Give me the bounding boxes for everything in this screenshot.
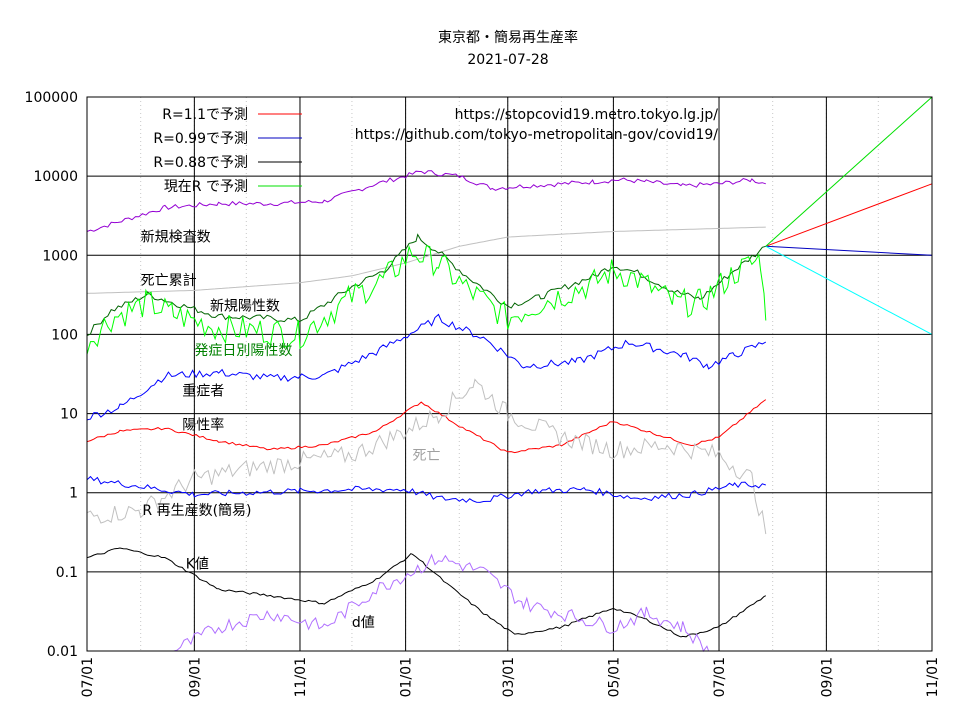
series-line bbox=[86, 226, 766, 294]
x-tick-label: 03/01 bbox=[501, 657, 517, 697]
series-line bbox=[86, 245, 767, 355]
series-line bbox=[765, 245, 933, 256]
series-line bbox=[86, 233, 766, 337]
x-tick-label: 09/01 bbox=[819, 657, 835, 697]
legend-label: R=0.88で予測 bbox=[153, 155, 248, 171]
series-line bbox=[173, 553, 710, 653]
series-line bbox=[86, 378, 767, 535]
x-tick-label: 05/01 bbox=[606, 657, 622, 697]
chart-subtitle: 2021-07-28 bbox=[467, 52, 548, 68]
x-tick-label: 11/01 bbox=[925, 657, 941, 697]
series-line bbox=[86, 170, 766, 232]
series-label: 発症日別陽性数 bbox=[194, 343, 292, 359]
source-url-1: https://stopcovid19.metro.tokyo.lg.jp/ bbox=[455, 107, 719, 123]
x-tick-label: 01/01 bbox=[399, 657, 415, 697]
series-label: d値 bbox=[352, 615, 375, 631]
series-line bbox=[86, 399, 767, 454]
series-line bbox=[86, 475, 766, 503]
x-axis-ticks: 07/01 09/01 11/01 01/01 03/01 05/01 07/01 09/01… bbox=[80, 657, 941, 697]
series-label: R 再生産数(簡易) bbox=[142, 503, 251, 519]
legend-label: R=0.99で予測 bbox=[153, 131, 248, 147]
y-tick-label: 1 bbox=[69, 486, 78, 502]
legend-label: 現在R で予測 bbox=[164, 179, 248, 195]
series-line bbox=[765, 96, 933, 247]
series-line bbox=[765, 183, 933, 247]
series-label: 死亡累計 bbox=[141, 273, 197, 289]
series-label: 重症者 bbox=[182, 383, 224, 399]
x-tick-label: 09/01 bbox=[187, 657, 203, 697]
y-tick-label: 100000 bbox=[25, 90, 78, 106]
y-axis-ticks: 0.01 0.1 1 10 100 1000 10000 100000 bbox=[25, 90, 78, 660]
series-label: K値 bbox=[186, 557, 209, 573]
y-tick-label: 0.1 bbox=[56, 565, 78, 581]
x-tick-label: 11/01 bbox=[293, 657, 309, 697]
series-group bbox=[86, 96, 933, 653]
legend-label: R=1.1で予測 bbox=[162, 107, 248, 123]
series-label: 陽性率 bbox=[182, 416, 224, 433]
series-line bbox=[86, 313, 767, 421]
y-tick-label: 100 bbox=[51, 327, 78, 343]
series-label: 新規陽性数 bbox=[210, 299, 280, 315]
y-tick-label: 1000 bbox=[42, 248, 78, 264]
y-tick-label: 10 bbox=[60, 407, 78, 423]
x-tick-label: 07/01 bbox=[712, 657, 728, 697]
plot-frame bbox=[86, 96, 933, 652]
y-tick-label: 0.01 bbox=[47, 644, 78, 660]
series-label: 死亡 bbox=[413, 448, 441, 464]
chart-title: 東京都・簡易再生産率 bbox=[438, 29, 578, 46]
series-label: 新規検査数 bbox=[141, 229, 211, 245]
series-line bbox=[86, 547, 767, 638]
y-tick-label: 10000 bbox=[33, 169, 78, 185]
x-tick-label: 07/01 bbox=[80, 657, 96, 697]
source-url-2: https://github.com/tokyo-metropolitan-go… bbox=[355, 127, 719, 143]
series-line bbox=[765, 245, 933, 335]
